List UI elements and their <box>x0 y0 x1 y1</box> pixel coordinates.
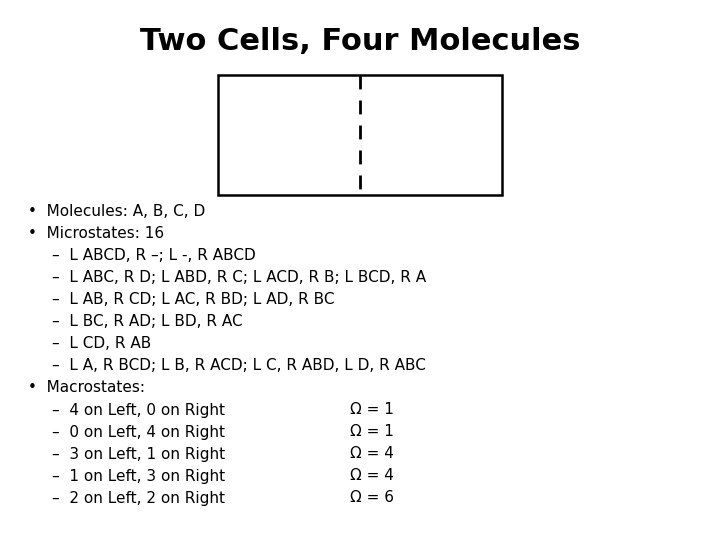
Text: –  L AB, R CD; L AC, R BD; L AD, R BC: – L AB, R CD; L AC, R BD; L AD, R BC <box>52 293 335 307</box>
Text: –  L ABC, R D; L ABD, R C; L ACD, R B; L BCD, R A: – L ABC, R D; L ABD, R C; L ACD, R B; L … <box>52 271 426 286</box>
Text: –  L CD, R AB: – L CD, R AB <box>52 336 151 352</box>
Text: Ω = 1: Ω = 1 <box>350 424 394 440</box>
Text: Ω = 6: Ω = 6 <box>350 490 394 505</box>
Text: Ω = 1: Ω = 1 <box>350 402 394 417</box>
Text: –  L BC, R AD; L BD, R AC: – L BC, R AD; L BD, R AC <box>52 314 243 329</box>
Text: •  Molecules: A, B, C, D: • Molecules: A, B, C, D <box>28 205 205 219</box>
Text: Two Cells, Four Molecules: Two Cells, Four Molecules <box>140 28 580 57</box>
Text: •  Macrostates:: • Macrostates: <box>28 381 145 395</box>
Text: –  4 on Left, 0 on Right: – 4 on Left, 0 on Right <box>52 402 225 417</box>
Text: –  0 on Left, 4 on Right: – 0 on Left, 4 on Right <box>52 424 225 440</box>
Text: Ω = 4: Ω = 4 <box>350 469 394 483</box>
Bar <box>218 75 502 195</box>
Text: •  Microstates: 16: • Microstates: 16 <box>28 226 164 241</box>
Text: –  3 on Left, 1 on Right: – 3 on Left, 1 on Right <box>52 447 225 462</box>
Text: –  L ABCD, R –; L -, R ABCD: – L ABCD, R –; L -, R ABCD <box>52 248 256 264</box>
Text: –  2 on Left, 2 on Right: – 2 on Left, 2 on Right <box>52 490 225 505</box>
Text: –  L A, R BCD; L B, R ACD; L C, R ABD, L D, R ABC: – L A, R BCD; L B, R ACD; L C, R ABD, L … <box>52 359 426 374</box>
Text: –  1 on Left, 3 on Right: – 1 on Left, 3 on Right <box>52 469 225 483</box>
Text: Ω = 4: Ω = 4 <box>350 447 394 462</box>
